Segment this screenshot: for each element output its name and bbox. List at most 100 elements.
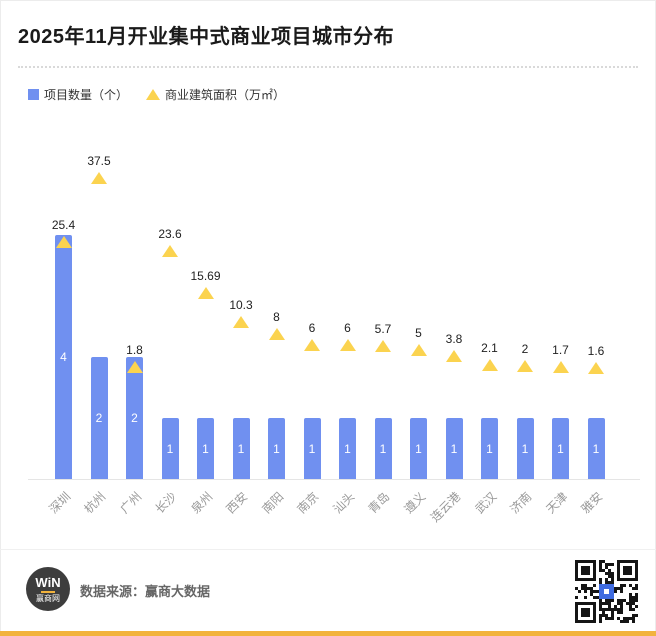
qr-module — [593, 611, 596, 614]
qr-module — [614, 590, 617, 593]
qr-module — [602, 608, 605, 611]
qr-module — [590, 593, 593, 596]
bar-广州: 2 — [126, 357, 143, 479]
bar-value-label: 2 — [95, 411, 103, 425]
bar-value-label: 1 — [592, 441, 600, 456]
qr-module — [590, 602, 593, 605]
triangle-marker-泉州 — [197, 287, 214, 300]
area-value-label: 1.7 — [552, 343, 569, 358]
bar-长沙: 1 — [161, 418, 179, 479]
qr-module — [611, 563, 614, 566]
qr-module — [605, 581, 608, 584]
qr-module — [608, 608, 611, 611]
qr-module — [575, 563, 578, 566]
qr-module — [596, 590, 599, 593]
qr-module — [635, 563, 638, 566]
triangle-marker-西安 — [233, 315, 249, 328]
bar-value-label: 1 — [308, 441, 316, 456]
qr-module — [578, 620, 581, 623]
bar-雅安: 1 — [587, 418, 605, 479]
qr-module — [626, 560, 629, 563]
qr-module — [581, 560, 584, 563]
data-source-text: 数据来源：赢商大数据 — [80, 584, 211, 599]
qr-module — [617, 569, 620, 572]
qr-module — [605, 572, 608, 575]
qr-module — [593, 596, 596, 599]
qr-module — [635, 599, 638, 602]
qr-module — [611, 581, 614, 584]
qr-module — [623, 560, 626, 563]
qr-module — [635, 578, 638, 581]
triangle-marker-天津 — [552, 361, 569, 374]
bar-value-label: 1 — [273, 441, 280, 456]
bottom-accent-bar — [0, 631, 656, 636]
qr-module — [617, 608, 620, 611]
qr-module — [593, 590, 596, 593]
triangle-marker-南阳 — [268, 328, 285, 341]
qr-module — [599, 614, 602, 617]
qr-module — [593, 578, 596, 581]
bar-chart: 4 2 2 1 1 1 1 1 1 1 1 1 1 1 1 1 25.4 37.5 1.8 23.6 15.69 10.3… — [0, 130, 656, 480]
area-value-label: 1.6 — [587, 344, 605, 359]
bar-遵义: 1 — [410, 418, 427, 479]
qr-module — [599, 599, 602, 602]
qr-module — [599, 563, 602, 566]
header: 2025年11月开业集中式商业项目城市分布 项目数量（个） 商业建筑面积（万㎡） — [0, 0, 656, 103]
qr-module — [587, 611, 590, 614]
qr-module — [626, 602, 629, 605]
qr-module — [635, 593, 638, 596]
title-divider — [18, 66, 638, 68]
area-value-label: 8 — [273, 310, 280, 325]
qr-module — [608, 605, 611, 608]
qr-module — [584, 596, 587, 599]
triangle-marker-长沙 — [162, 245, 178, 258]
qr-module — [617, 575, 620, 578]
qr-module — [605, 566, 608, 569]
qr-module — [626, 569, 629, 572]
qr-module — [590, 587, 593, 590]
bar-value-label: 4 — [60, 350, 67, 364]
qr-module — [575, 602, 578, 605]
qr-module — [635, 596, 638, 599]
qr-module — [593, 617, 596, 620]
qr-module — [632, 596, 635, 599]
bar-value-label: 1 — [415, 441, 422, 456]
qr-module — [587, 614, 590, 617]
qr-module — [581, 614, 584, 617]
bar-青岛: 1 — [374, 418, 392, 479]
qr-module — [605, 563, 608, 566]
bar-value-label: 1 — [450, 441, 458, 456]
legend-item-building-area: 商业建筑面积（万㎡） — [146, 86, 285, 103]
qr-module — [617, 578, 620, 581]
qr-module — [608, 602, 611, 605]
bar-济南: 1 — [516, 418, 534, 479]
qr-module — [599, 617, 602, 620]
qr-module — [575, 614, 578, 617]
qr-module — [620, 599, 623, 602]
qr-module — [626, 578, 629, 581]
qr-module — [623, 584, 626, 587]
qr-module — [587, 566, 590, 569]
qr-module — [605, 608, 608, 611]
qr-module — [575, 620, 578, 623]
qr-module — [611, 599, 614, 602]
qr-module — [581, 584, 584, 587]
qr-module — [584, 572, 587, 575]
qr-module — [623, 569, 626, 572]
qr-module — [587, 608, 590, 611]
bar-泉州: 1 — [197, 418, 214, 479]
qr-module — [590, 590, 593, 593]
triangle-marker-广州 — [126, 360, 143, 373]
qr-module — [629, 569, 632, 572]
qr-module — [578, 590, 581, 593]
qr-module — [575, 611, 578, 614]
qr-module — [575, 575, 578, 578]
qr-module — [632, 617, 635, 620]
qr-module — [635, 614, 638, 617]
qr-module — [608, 599, 611, 602]
qr-module — [593, 563, 596, 566]
qr-module — [629, 617, 632, 620]
qr-module — [605, 617, 608, 620]
qr-module — [584, 569, 587, 572]
qr-module — [587, 572, 590, 575]
